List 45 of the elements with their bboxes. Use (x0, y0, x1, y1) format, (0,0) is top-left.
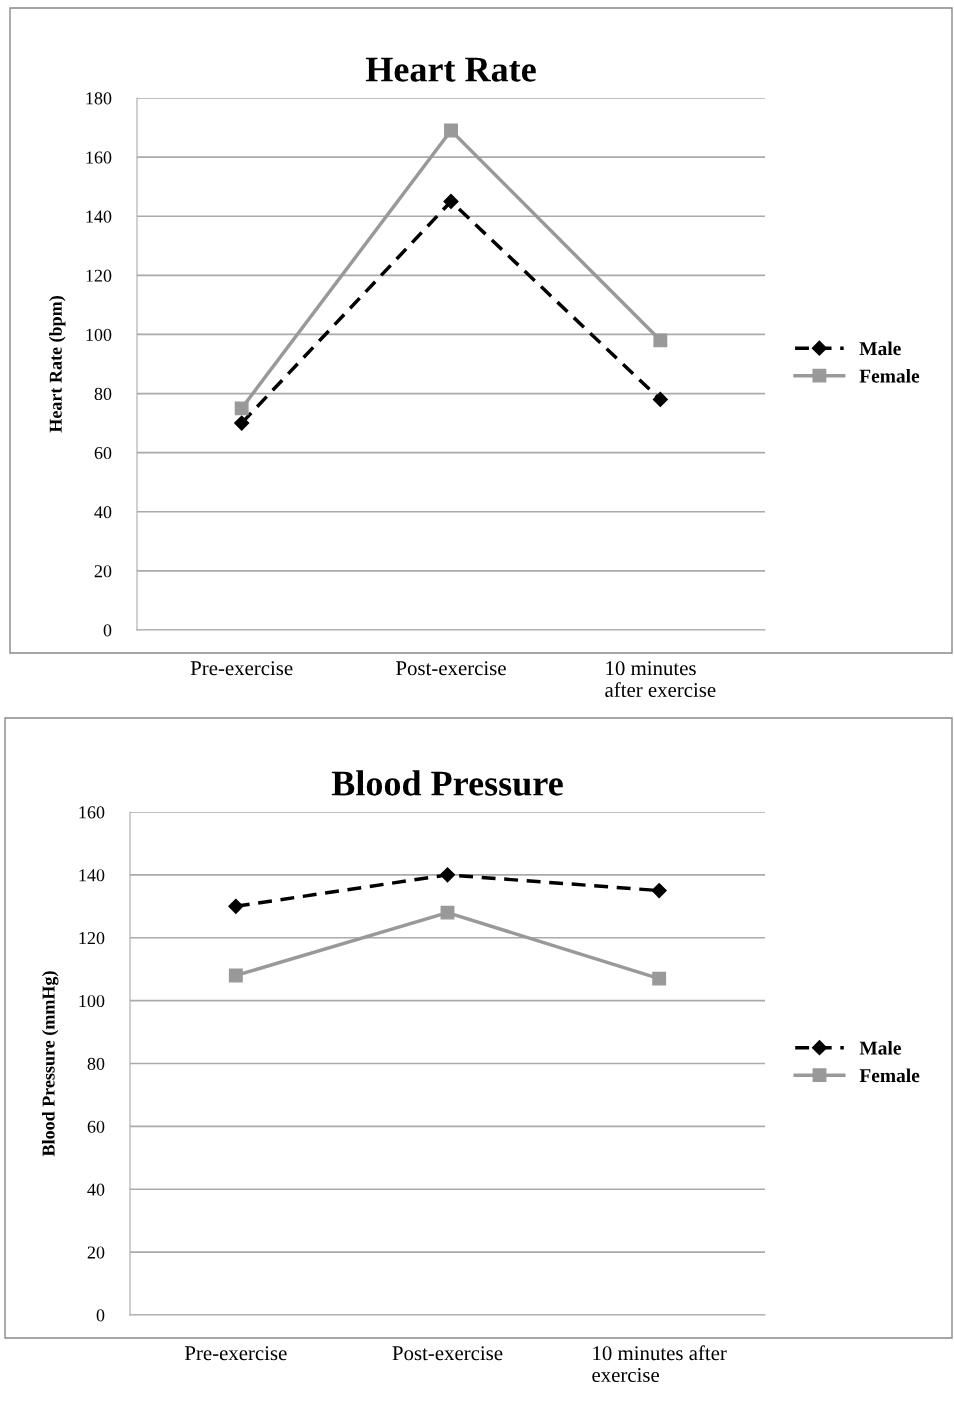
legend-label: Female (859, 1068, 920, 1083)
y-tick-label: 160 (86, 151, 112, 164)
y-tick-label: 0 (103, 624, 112, 637)
y-tick-label: 80 (94, 387, 112, 400)
x-tick-label: Post-exercise (392, 1346, 503, 1361)
y-tick-label: 80 (87, 1057, 105, 1070)
y-tick-label: 100 (79, 994, 105, 1008)
point (443, 193, 459, 210)
x-tick-label: Pre-exercise (184, 1346, 287, 1361)
x-tick-label: 10 minutes after exercise (592, 1345, 727, 1382)
y-tick-label: 120 (79, 932, 105, 945)
point (440, 905, 455, 920)
point (444, 123, 458, 138)
point (228, 968, 243, 983)
point (652, 391, 668, 408)
x-tick-label: 10 minutes after exercise (605, 661, 716, 697)
chart-title: Heart Rate (365, 57, 536, 82)
y-tick-label: 40 (94, 506, 112, 519)
point (228, 898, 244, 914)
point (234, 415, 250, 431)
point (439, 867, 456, 883)
y-axis-title: Heart Rate (bpm) (49, 296, 66, 433)
y-tick-label: 140 (79, 869, 105, 882)
y-tick-label: 40 (87, 1183, 105, 1196)
chart-title: Blood Pressure (331, 770, 563, 796)
y-tick-label: 140 (86, 210, 112, 223)
legend-label: Female (859, 368, 920, 383)
point (651, 883, 667, 899)
x-tick-label: Post-exercise (396, 661, 506, 676)
y-tick-label: 0 (96, 1309, 105, 1322)
legend-label: Male (859, 1041, 901, 1055)
point (234, 401, 249, 416)
y-tick-label: 120 (86, 269, 112, 282)
y-tick-label: 180 (86, 92, 112, 105)
legend-label: Male (859, 341, 901, 356)
y-tick-label: 60 (94, 446, 112, 460)
y-tick-label: 20 (94, 565, 112, 578)
point (653, 333, 668, 348)
point (652, 971, 667, 986)
y-axis-title: Blood Pressure (mmHg) (41, 971, 59, 1157)
x-tick-label: Pre-exercise (190, 661, 293, 676)
y-tick-label: 100 (86, 328, 112, 341)
y-tick-label: 160 (79, 806, 105, 819)
y-tick-label: 20 (87, 1246, 105, 1259)
y-tick-label: 60 (87, 1120, 105, 1133)
